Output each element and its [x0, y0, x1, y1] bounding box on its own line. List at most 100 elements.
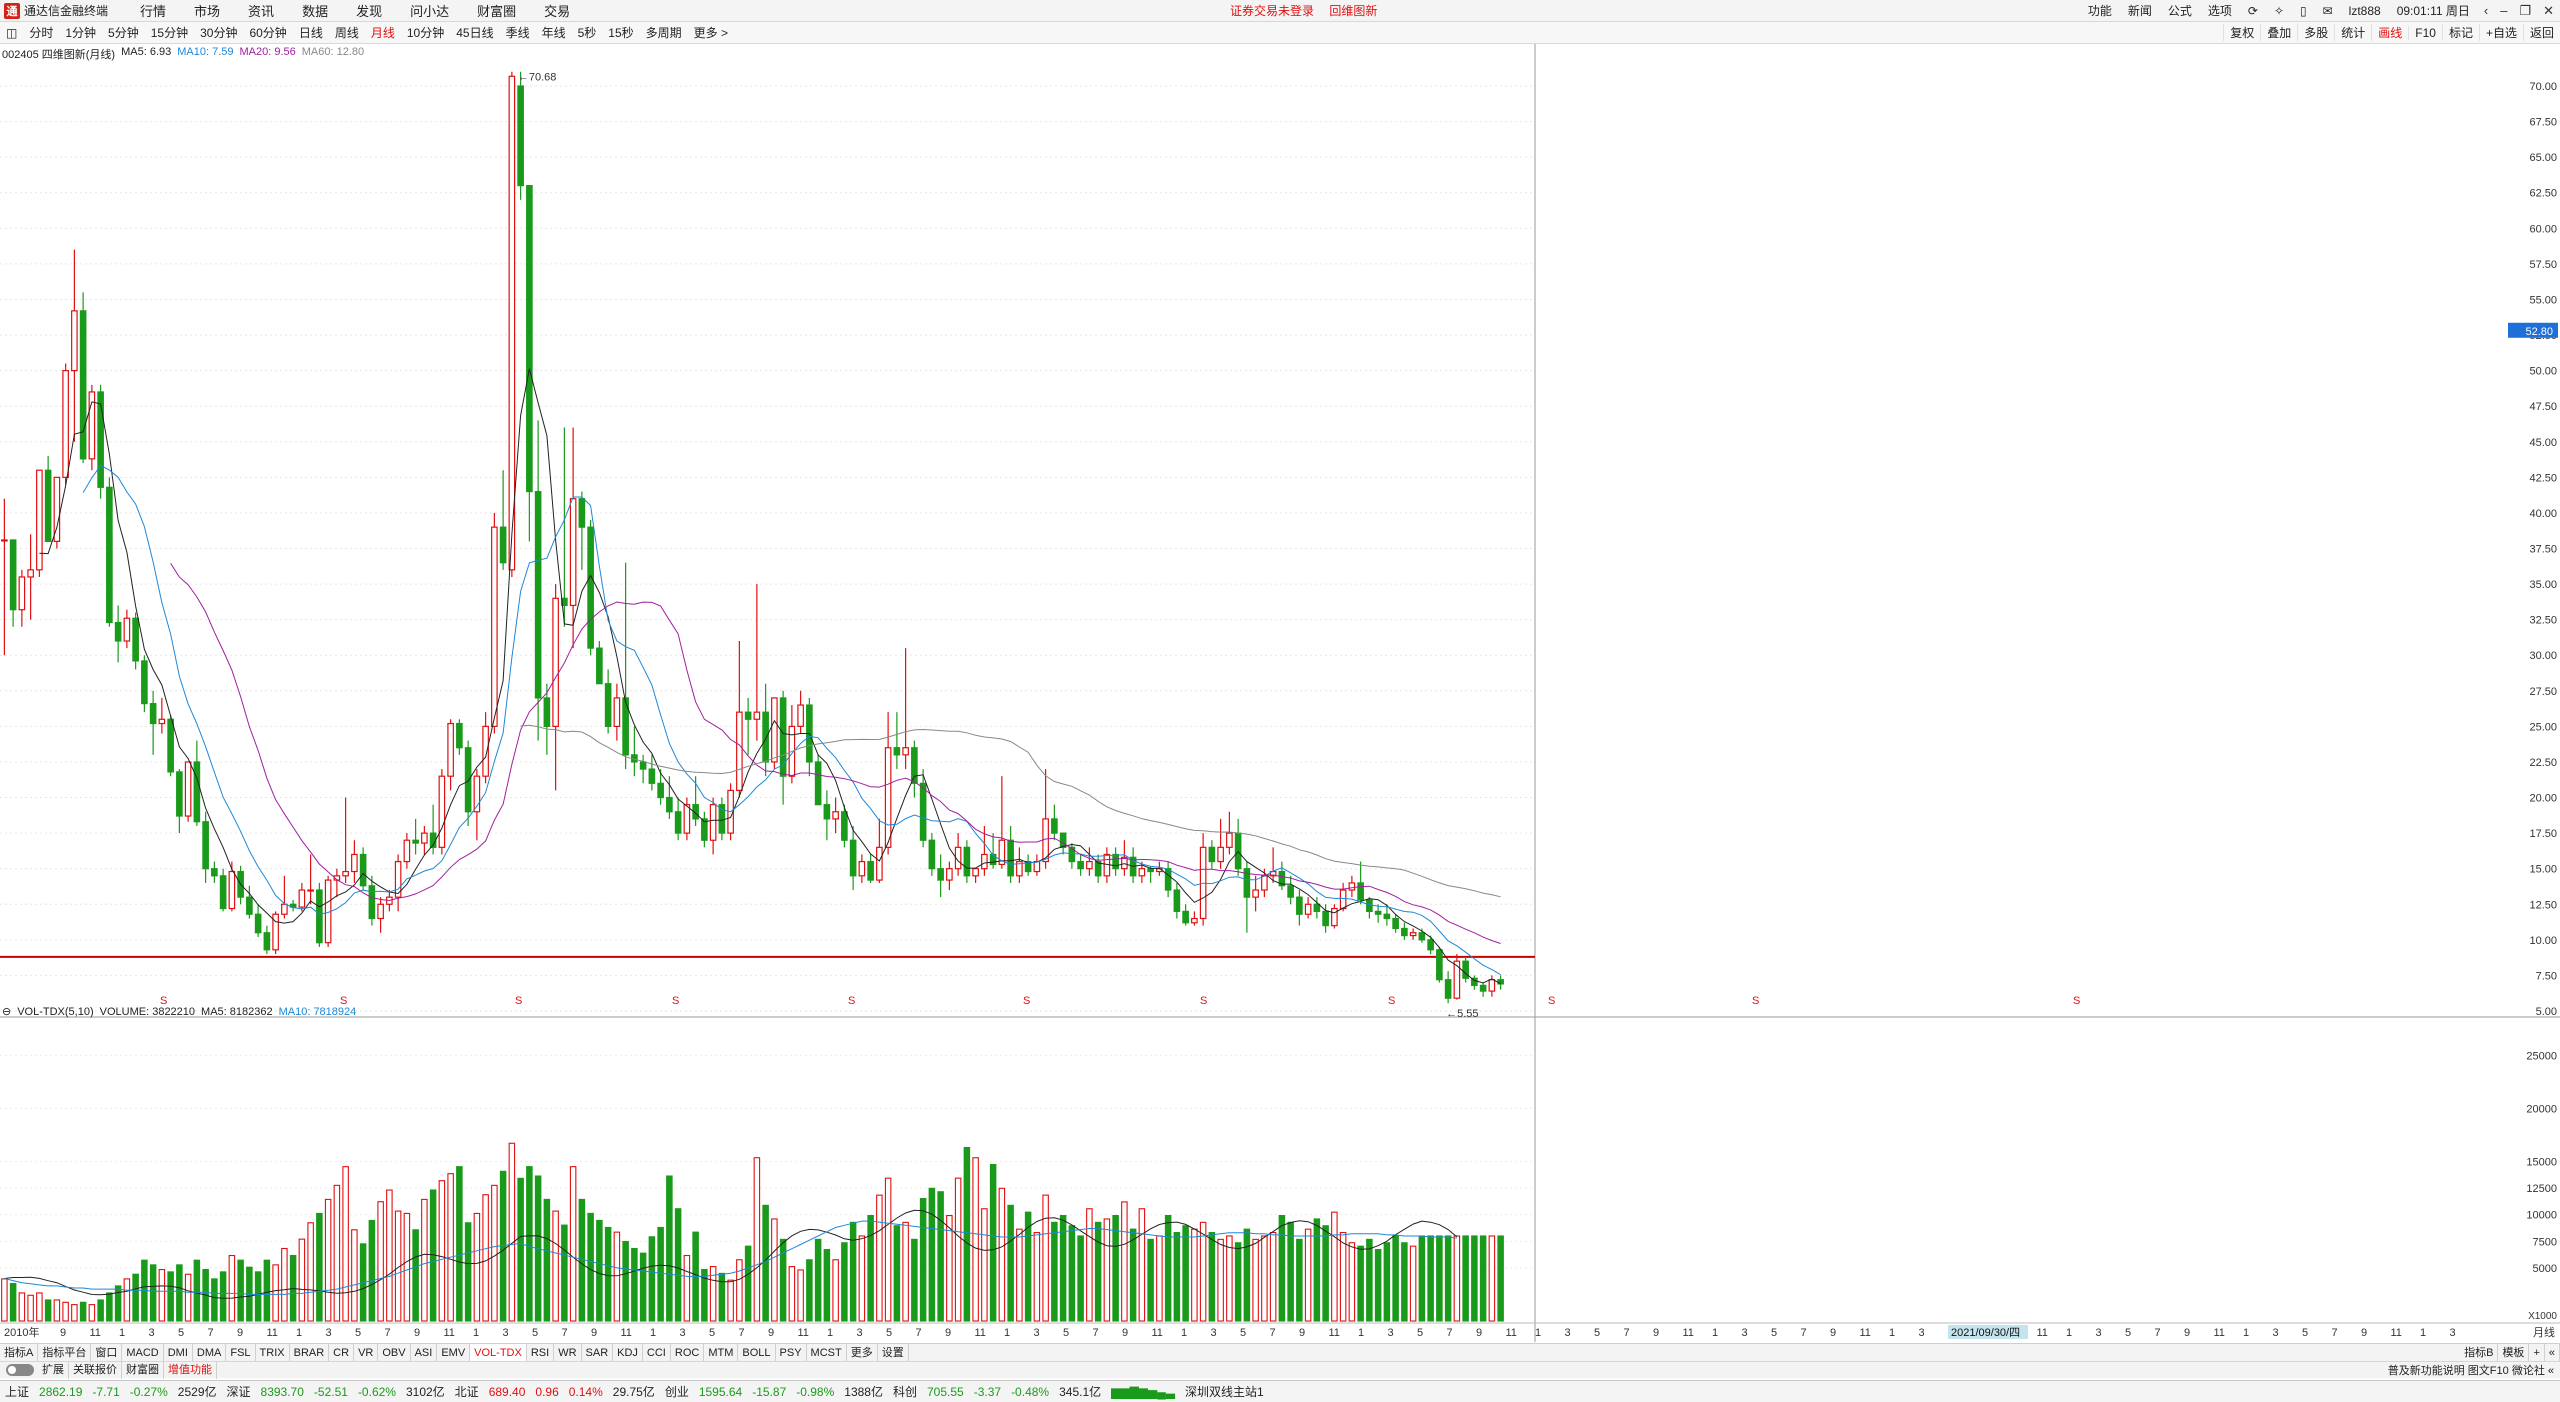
period-button[interactable]: 10分钟 [406, 26, 445, 40]
indicator-tab[interactable]: 指标A [0, 1343, 39, 1362]
chart-area[interactable]: 70.0067.5065.0062.5060.0057.5055.0052.50… [0, 44, 2560, 1356]
menu-item[interactable]: 交易 [544, 4, 571, 19]
cy-index-name[interactable]: 创业 [664, 1385, 689, 1399]
candle-body [1024, 860, 1032, 873]
period-button[interactable]: 季线 [505, 26, 530, 40]
indicator-tab[interactable]: SAR [582, 1343, 614, 1362]
tool-button[interactable]: +自选 [2478, 24, 2523, 41]
collapse-icon[interactable]: « [2545, 1343, 2560, 1362]
sz-index-name[interactable]: 深证 [226, 1385, 251, 1399]
sh-index-name[interactable]: 上证 [5, 1385, 30, 1399]
menu-item[interactable]: 问小达 [410, 4, 450, 19]
indicator-tab[interactable]: OBV [378, 1343, 411, 1362]
menu-formula[interactable]: 公式 [2167, 4, 2192, 18]
period-button[interactable]: 月线 [370, 26, 395, 40]
menu-news[interactable]: 新闻 [2127, 4, 2152, 18]
tool-button[interactable]: 叠加 [2260, 24, 2297, 41]
indicator-tab[interactable]: WR [554, 1343, 582, 1362]
indicator-settings-icon[interactable]: ⊖ [2, 1006, 12, 1018]
tool-button[interactable]: 统计 [2334, 24, 2371, 41]
message-icon[interactable]: ✉ [2322, 3, 2333, 18]
template-tab[interactable]: 模板 [2498, 1343, 2530, 1362]
tool-button[interactable]: 多股 [2297, 24, 2334, 41]
period-button[interactable]: 15秒 [608, 26, 634, 40]
indicator-tab[interactable]: MTM [704, 1343, 739, 1362]
refresh-icon[interactable]: ⟳ [2247, 3, 2258, 18]
bj-index-name[interactable]: 北证 [454, 1385, 479, 1399]
indicator-tab[interactable]: VOL-TDX [470, 1343, 527, 1362]
indicator-tab[interactable]: DMI [164, 1343, 193, 1362]
add-indicator-button[interactable]: + [2529, 1343, 2545, 1362]
period-button[interactable]: 分时 [29, 26, 54, 40]
volume-bar [272, 1264, 279, 1322]
tab-value-added[interactable]: 增值功能 [164, 1361, 217, 1379]
indicator-tab[interactable]: KDJ [613, 1343, 643, 1362]
indicator-tab[interactable]: EMV [437, 1343, 471, 1362]
indicator-tab[interactable]: 窗口 [91, 1343, 123, 1362]
menu-item[interactable]: 资讯 [248, 4, 275, 19]
panel-toggle[interactable] [6, 1364, 34, 1376]
indicator-tab[interactable]: FSL [226, 1343, 256, 1362]
tab-wealth-circle[interactable]: 财富圈 [122, 1361, 164, 1379]
tool-button[interactable]: 标记 [2441, 24, 2479, 41]
tool-button[interactable]: 画线 [2371, 24, 2408, 41]
menu-options[interactable]: 选项 [2207, 4, 2232, 18]
indicator-tab[interactable]: DMA [193, 1343, 227, 1362]
kc-index-name[interactable]: 科创 [892, 1385, 917, 1399]
indicator-tab[interactable]: CCI [643, 1343, 671, 1362]
indicator-tab[interactable]: PSY [776, 1343, 807, 1362]
indicator-tab[interactable]: MCST [807, 1343, 847, 1362]
period-button[interactable]: 5秒 [577, 26, 597, 40]
sub-right-links[interactable]: 普及新功能说明 图文F10 微论社 « [2387, 1365, 2554, 1377]
indicator-tab[interactable]: 更多 [847, 1343, 878, 1362]
period-button[interactable]: 1分钟 [65, 26, 97, 40]
indicator-tab[interactable]: VR [354, 1343, 379, 1362]
indicator-tab[interactable]: 设置 [878, 1343, 909, 1362]
indicator-tab[interactable]: BOLL [738, 1343, 776, 1362]
indicator-tab[interactable]: ASI [411, 1343, 438, 1362]
server-status[interactable]: 深圳双线主站1 [1185, 1385, 1264, 1399]
period-button[interactable]: 更多 > [693, 26, 729, 40]
menu-item[interactable]: 数据 [302, 4, 329, 19]
indicator-tab[interactable]: CR [329, 1343, 355, 1362]
stock-name-link[interactable]: 回维图新 [1329, 4, 1378, 18]
menu-item[interactable]: 行情 [140, 4, 167, 19]
indicator-tab[interactable]: MACD [122, 1343, 164, 1362]
period-button[interactable]: 日线 [298, 26, 323, 40]
layout-icon[interactable]: ◫ [6, 25, 18, 40]
indicator-tab[interactable]: TRIX [256, 1343, 290, 1362]
period-button[interactable]: 45日线 [456, 26, 494, 40]
date-tick-label: 9 [2361, 1327, 2367, 1339]
maximize-icon[interactable]: ❐ [2519, 2, 2532, 18]
period-button[interactable]: 15分钟 [150, 26, 189, 40]
period-button[interactable]: 周线 [334, 26, 359, 40]
period-button[interactable]: 30分钟 [200, 26, 238, 40]
indicator-tab[interactable]: ROC [671, 1343, 705, 1362]
menu-item[interactable]: 市场 [194, 4, 221, 19]
close-icon[interactable]: ✕ [2543, 2, 2554, 18]
tool-button[interactable]: F10 [2408, 25, 2442, 40]
period-button[interactable]: 5分钟 [108, 26, 139, 40]
indicator-tab[interactable]: 指标平台 [38, 1343, 92, 1362]
settings-icon[interactable]: ✧ [2273, 3, 2284, 18]
period-button[interactable]: 年线 [541, 26, 566, 40]
user-name[interactable]: lzt888 [2348, 3, 2381, 18]
indicator-b-tab[interactable]: 指标B [2460, 1343, 2499, 1362]
period-button[interactable]: 多周期 [645, 26, 682, 40]
candle-body [902, 747, 909, 756]
tab-related-quotes[interactable]: 关联报价 [69, 1361, 122, 1379]
tab-extend[interactable]: 扩展 [38, 1361, 69, 1379]
indicator-tab[interactable]: BRAR [290, 1343, 330, 1362]
kline-chart[interactable]: 70.0067.5065.0062.5060.0057.5055.0052.50… [0, 44, 2560, 1342]
trade-login-link[interactable]: 证券交易未登录 [1230, 4, 1315, 18]
tool-button[interactable]: 复权 [2223, 24, 2260, 41]
indicator-tab[interactable]: RSI [527, 1343, 555, 1362]
tool-button[interactable]: 返回 [2522, 24, 2560, 41]
menu-item[interactable]: 发现 [356, 4, 383, 19]
period-button[interactable]: 60分钟 [249, 26, 287, 40]
back-icon[interactable]: ‹ [2483, 3, 2489, 18]
phone-icon[interactable]: ▯ [2300, 3, 2307, 18]
menu-item[interactable]: 财富圈 [477, 4, 517, 19]
minimize-icon[interactable]: – [2500, 3, 2508, 18]
menu-function[interactable]: 功能 [2087, 4, 2112, 18]
